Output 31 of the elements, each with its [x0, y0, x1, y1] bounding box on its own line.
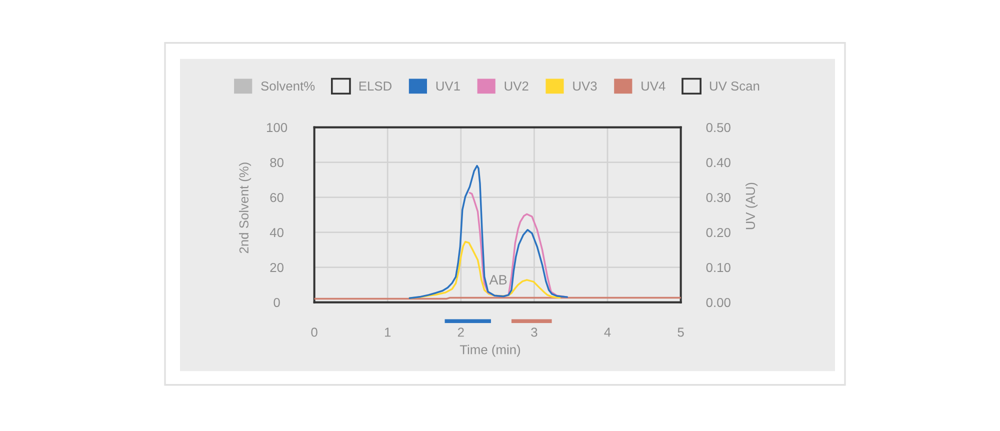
legend-label: UV Scan [710, 81, 760, 91]
y-tick-label: 80 [270, 158, 284, 168]
y2-tick-label: 0.10 [706, 262, 730, 272]
x-tick-label: 2 [458, 328, 464, 337]
y2-tick-label: 0.00 [706, 298, 730, 308]
x-tick-label: 0 [311, 328, 318, 337]
y2-tick-label: 0.20 [706, 228, 730, 238]
legend-label: ELSD [359, 81, 392, 91]
x-axis-title: Time (min) [460, 344, 520, 357]
legend-label: UV4 [642, 82, 666, 91]
x-tick-label: 1 [384, 328, 391, 337]
legend-label: UV1 [436, 82, 460, 91]
legend-label: Solvent% [261, 81, 315, 91]
x-tick-label: 3 [531, 328, 538, 337]
y-axis-title: 2nd Solvent (%) [239, 162, 252, 254]
y-tick-label: 0 [274, 298, 280, 308]
legend-label: UV3 [573, 81, 597, 91]
line-series [408, 240, 561, 299]
y-tick-label: 60 [270, 192, 284, 202]
y-tick-label: 40 [270, 228, 284, 238]
y-tick-label: 100 [267, 122, 288, 132]
y2-tick-label: 0.30 [706, 192, 730, 202]
x-tick-label: 5 [678, 328, 684, 337]
y2-tick-label: 0.50 [706, 122, 730, 132]
y2-tick-label: 0.40 [706, 158, 730, 168]
annotation: AB [489, 275, 507, 284]
y-tick-label: 20 [270, 262, 284, 272]
line-series [408, 164, 568, 299]
y2-axis-title: UV (AU) [746, 182, 758, 230]
legend-label: UV2 [504, 81, 528, 91]
x-tick-label: 4 [604, 328, 611, 337]
